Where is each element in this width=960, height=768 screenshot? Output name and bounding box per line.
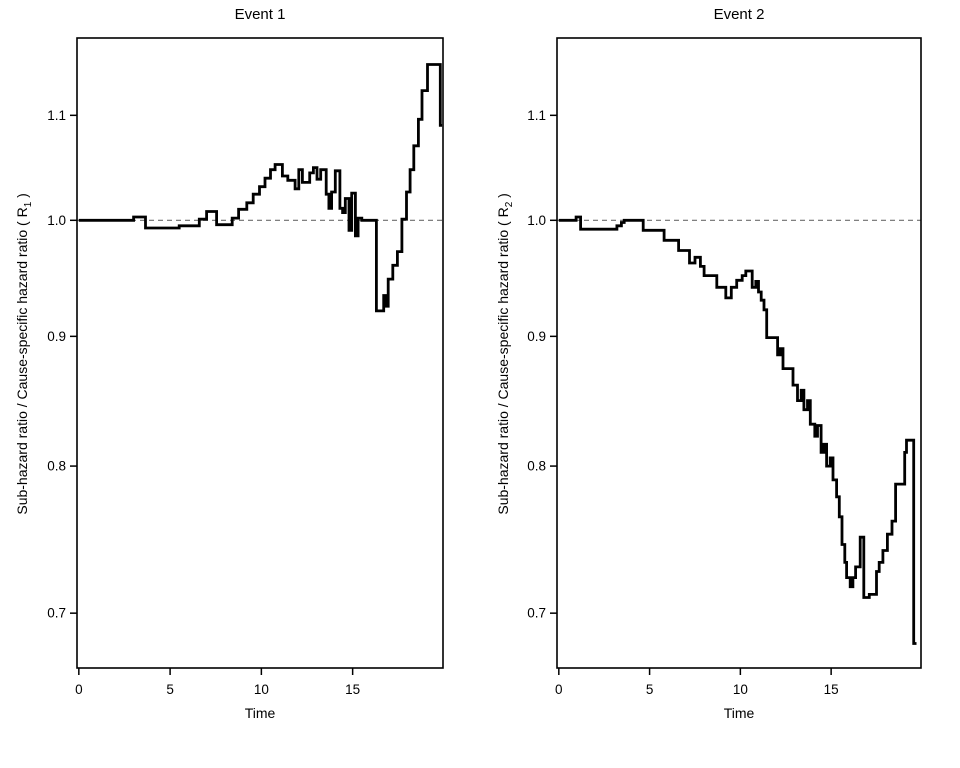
y-tick-label: 0.8 [47, 459, 66, 474]
y-axis-label-text: ) [14, 193, 31, 202]
x-axis-label-event-1: Time [244, 705, 276, 721]
y-axis-label-subscript: 1 [22, 201, 34, 208]
y-tick-label: 1.0 [527, 213, 546, 228]
hazard-ratio-curve [78, 63, 443, 313]
plot-box [556, 37, 922, 669]
x-tick-label: 15 [345, 682, 360, 697]
y-tick-label: 0.9 [527, 329, 546, 344]
y-axis-label-text: Sub-hazard ratio / Cause-specific hazard… [495, 207, 512, 515]
x-tick-label: 10 [254, 682, 269, 697]
y-axis-label-text: Sub-hazard ratio / Cause-specific hazard… [14, 207, 31, 515]
plot-title-event-2: Event 2 [713, 6, 765, 23]
x-tick-label: 0 [75, 682, 83, 697]
y-axis-label-event-2: Sub-hazard ratio / Cause-specific hazard… [495, 39, 515, 669]
x-tick-label: 0 [555, 682, 563, 697]
y-axis-label-event-1: Sub-hazard ratio / Cause-specific hazard… [14, 39, 34, 669]
x-axis-label-event-2: Time [723, 705, 755, 721]
x-tick-label: 10 [733, 682, 748, 697]
y-tick-label: 1.0 [47, 213, 66, 228]
y-tick-label: 1.1 [47, 108, 66, 123]
hazard-ratio-curve [558, 215, 917, 645]
y-axis-label-subscript: 2 [503, 201, 515, 208]
plot-title-event-1: Event 1 [234, 6, 286, 23]
y-axis-label-text: ) [495, 193, 512, 202]
x-tick-label: 15 [824, 682, 839, 697]
y-tick-label: 0.7 [47, 606, 66, 621]
y-tick-label: 0.9 [47, 329, 66, 344]
y-tick-label: 1.1 [527, 108, 546, 123]
y-tick-label: 0.8 [527, 459, 546, 474]
y-tick-label: 0.7 [527, 606, 546, 621]
x-tick-label: 5 [166, 682, 174, 697]
x-tick-label: 5 [646, 682, 654, 697]
plot-box [76, 37, 444, 669]
